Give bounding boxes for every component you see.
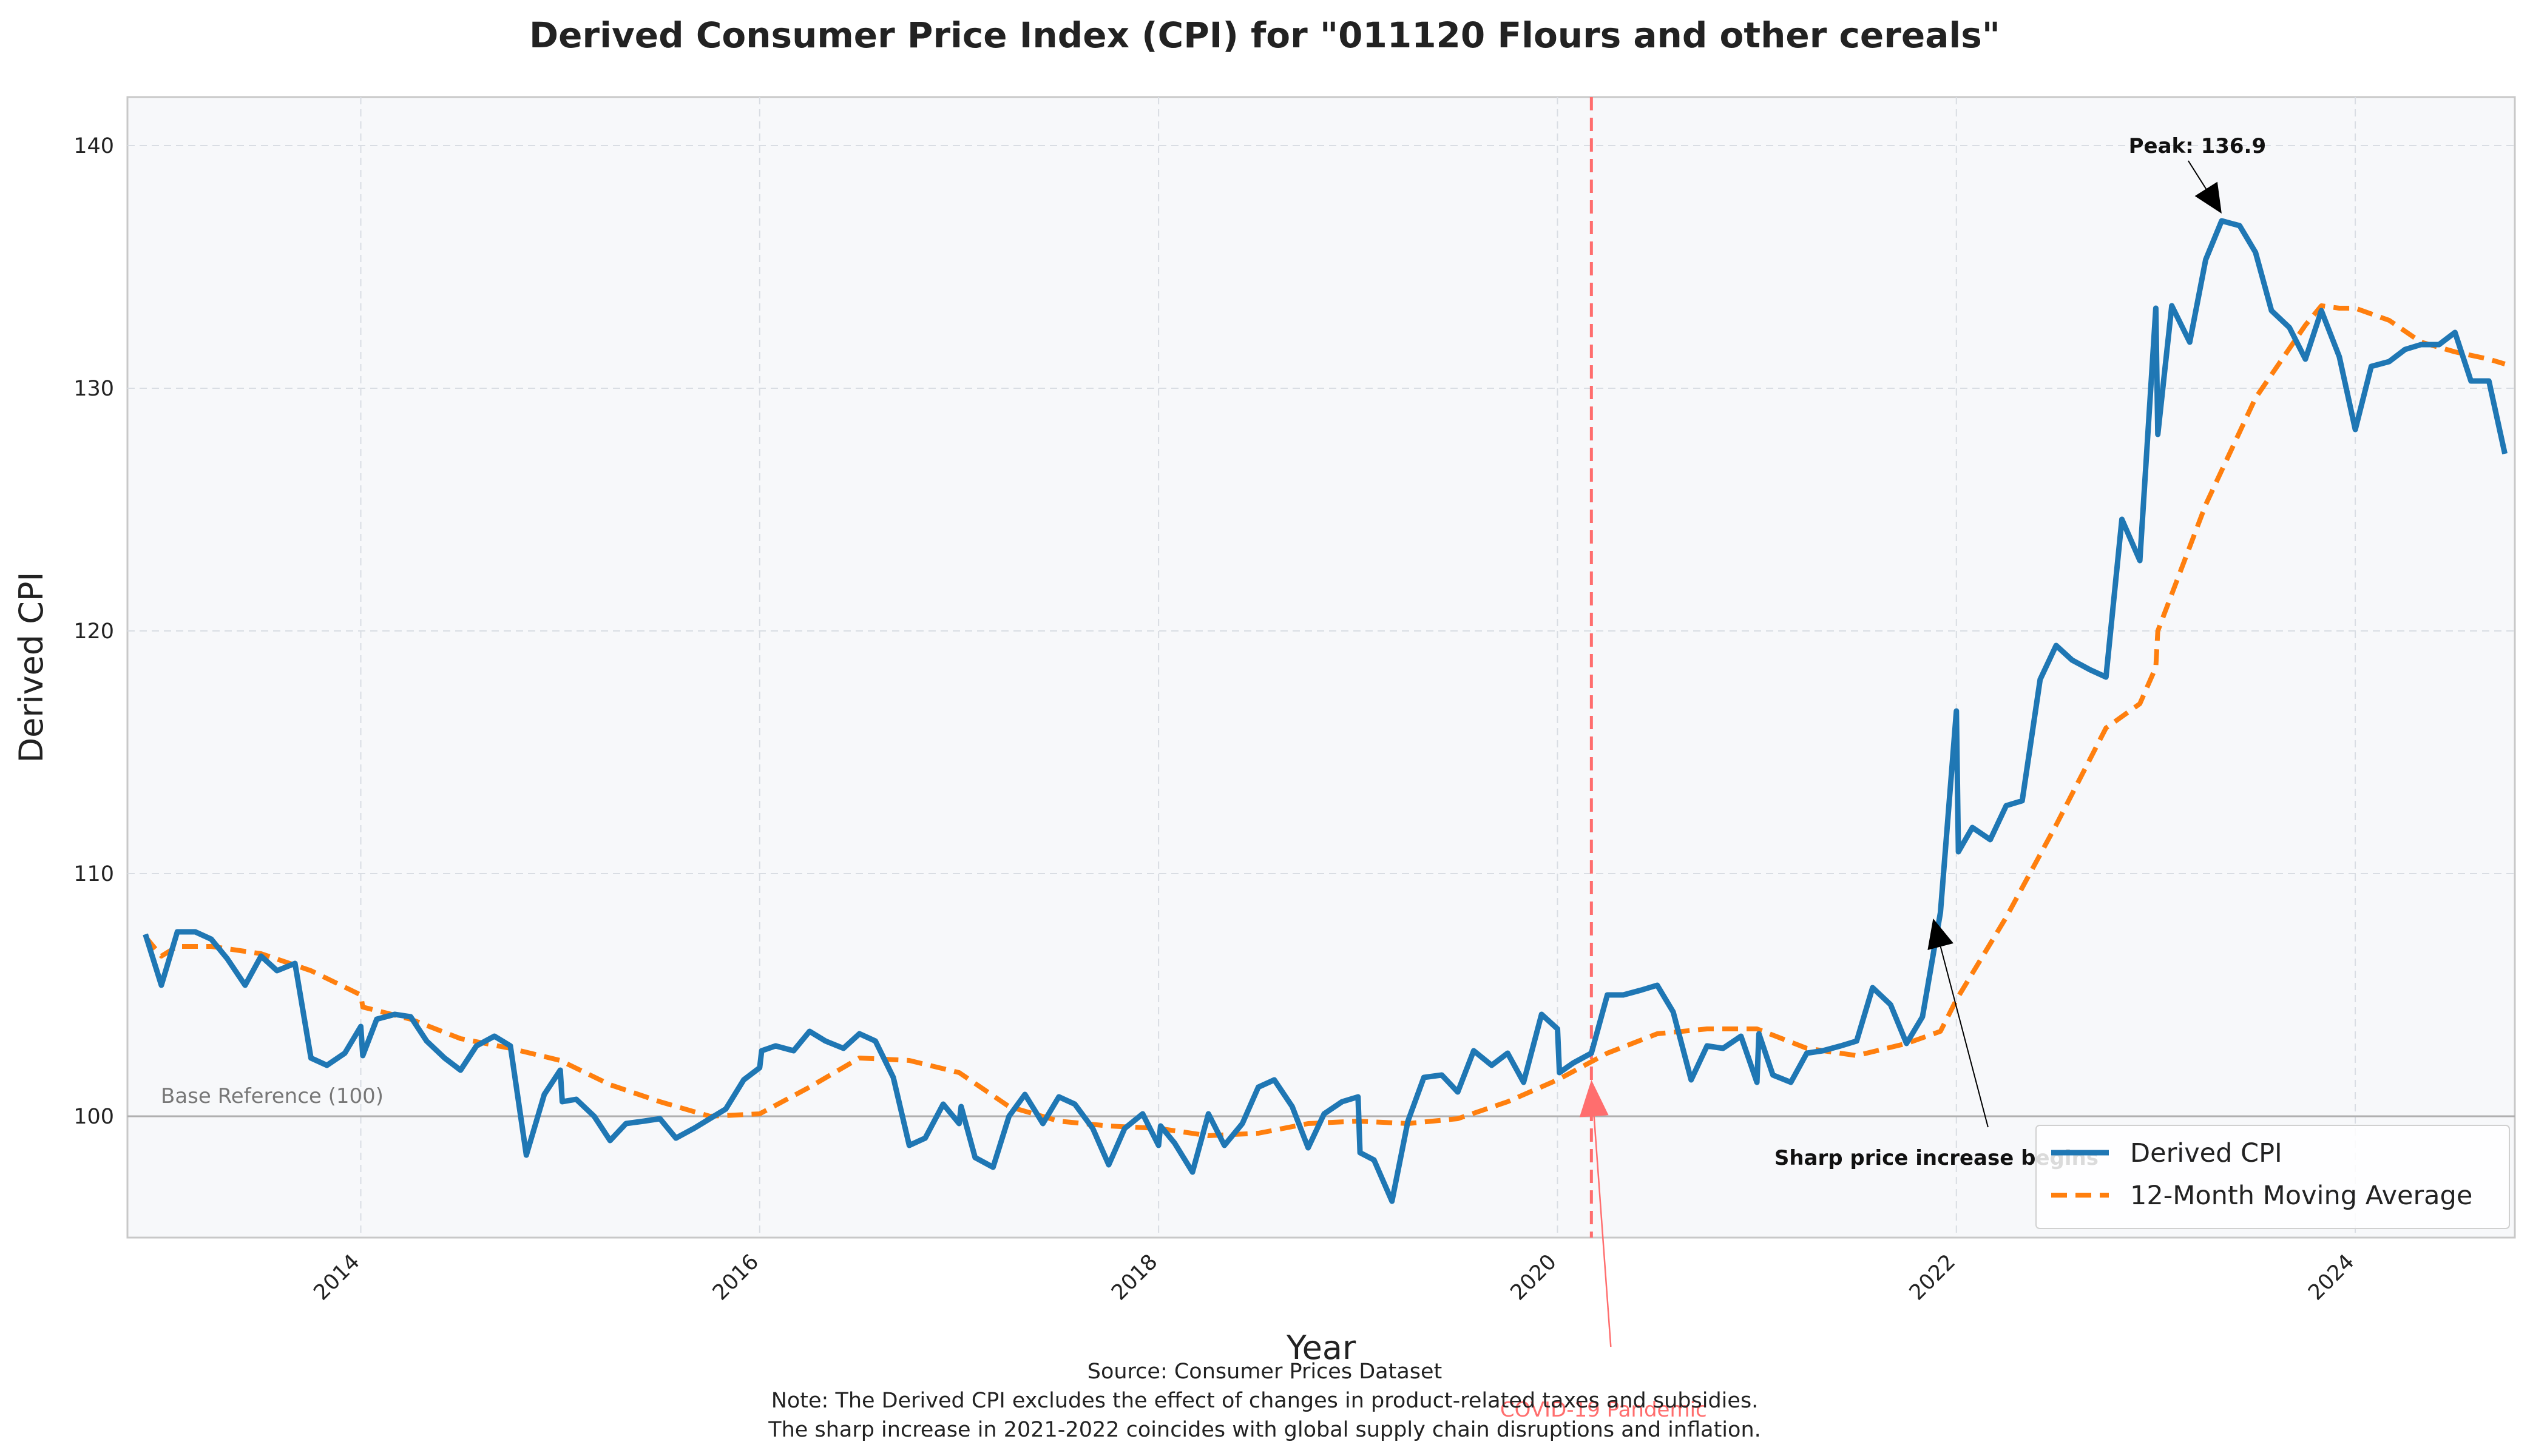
peak-annotation-arrow-shaft — [2188, 160, 2207, 189]
sharp-increase-arrow-shaft — [1940, 946, 1989, 1128]
legend-label-moving-average: 12-Month Moving Average — [2130, 1181, 2472, 1211]
footnote-source: Source: Consumer Prices Dataset — [1087, 1360, 1443, 1384]
x-tick-label: 2018 — [1107, 1250, 1162, 1305]
derived-cpi-line — [143, 218, 2508, 1204]
peak-annotation-label: Peak: 136.9 — [2129, 134, 2267, 158]
covid-annotation-label: COVID-19 Pandemic — [1500, 1398, 1707, 1422]
chart-title: Derived Consumer Price Index (CPI) for "… — [529, 15, 2000, 56]
x-tick-label: 2016 — [708, 1250, 763, 1305]
x-tick-label: 2020 — [1506, 1250, 1561, 1305]
plot-area — [126, 96, 2516, 1239]
legend-box — [2035, 1125, 2510, 1229]
peak-annotation-arrow-head — [2194, 181, 2222, 214]
footnote-note: Note: The Derived CPI excludes the effec… — [771, 1389, 1759, 1413]
y-tick-label: 100 — [73, 1105, 114, 1129]
x-tick-label: 2014 — [309, 1250, 365, 1305]
legend: Derived CPI 12-Month Moving Average — [2035, 1125, 2510, 1229]
y-tick-label: 130 — [73, 377, 114, 401]
series-layer — [143, 218, 2508, 1204]
footnote-context: The sharp increase in 2021-2022 coincide… — [768, 1418, 1761, 1442]
y-tick-label: 120 — [73, 619, 114, 644]
y-axis-label: Derived CPI — [12, 572, 50, 763]
y-tick-label: 140 — [73, 134, 114, 158]
covid-annotation-arrow-shaft — [1593, 1116, 1612, 1347]
x-tick-label: 2024 — [2304, 1250, 2359, 1305]
covid-annotation-arrow-head — [1579, 1080, 1609, 1117]
x-axis-label: Year — [1286, 1329, 1356, 1367]
base-reference-label: Base Reference (100) — [161, 1084, 384, 1108]
x-tick-label: 2022 — [1905, 1250, 1960, 1305]
y-tick-label: 110 — [73, 862, 114, 886]
legend-label-derived-cpi: Derived CPI — [2130, 1138, 2282, 1168]
sharp-increase-arrow-head — [1927, 918, 1953, 951]
